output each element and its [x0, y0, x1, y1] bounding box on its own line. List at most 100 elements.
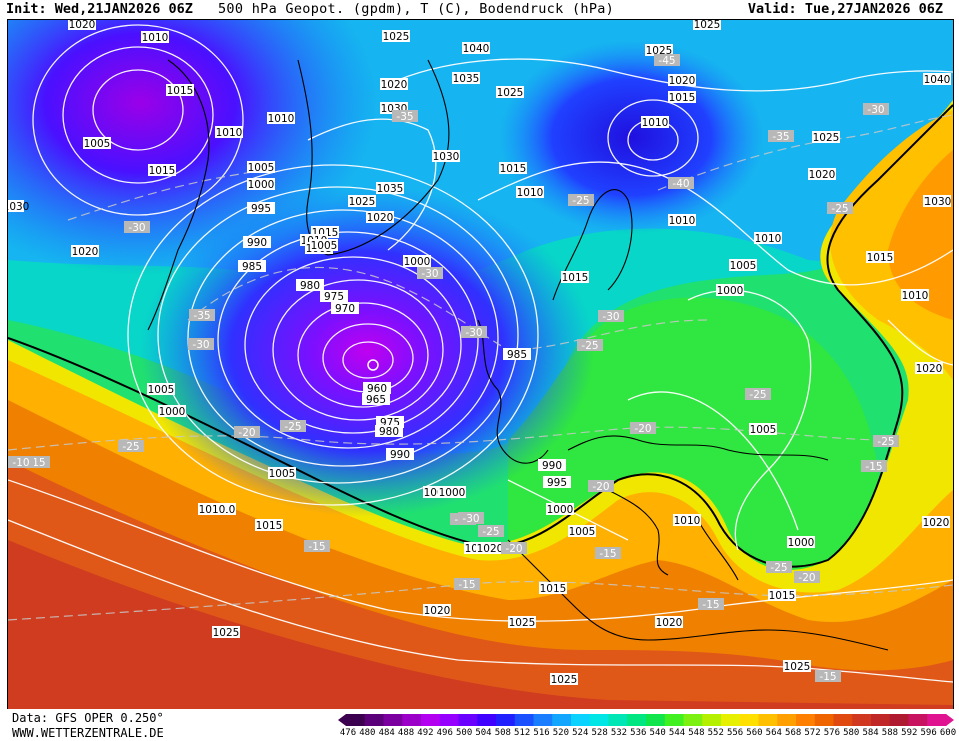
- pressure-label: 1040: [923, 73, 951, 86]
- temperature-label: -25: [827, 202, 853, 215]
- svg-text:1030: 1030: [8, 201, 29, 213]
- svg-text:-30: -30: [128, 222, 145, 234]
- svg-text:-25: -25: [284, 421, 301, 433]
- scale-tick-label: 480: [359, 728, 376, 738]
- svg-text:1020: 1020: [69, 20, 96, 31]
- scale-swatch: [777, 714, 797, 726]
- svg-text:-25: -25: [770, 562, 787, 574]
- scale-tick-label: 532: [610, 728, 628, 738]
- pressure-label: 1015: [561, 271, 589, 284]
- scale-tick-label: 572: [804, 728, 821, 738]
- svg-text:1025: 1025: [551, 674, 578, 686]
- scale-tick-label: 576: [823, 728, 840, 738]
- map-title: 500 hPa Geopot. (gpdm), T (C), Bodendruc…: [218, 1, 615, 17]
- scale-swatch: [814, 714, 834, 726]
- svg-text:-25: -25: [572, 195, 589, 207]
- temperature-label: -15: [454, 578, 480, 591]
- svg-text:-25: -25: [749, 389, 766, 401]
- temperature-label: -15: [304, 540, 330, 553]
- temperature-label: -30: [124, 221, 150, 234]
- scale-left-arrow: [338, 714, 346, 726]
- temperature-label: -30: [863, 103, 889, 116]
- svg-text:985: 985: [507, 349, 527, 361]
- temperature-label: -20: [630, 422, 656, 435]
- temperature-label: -20: [234, 426, 260, 439]
- svg-text:1000: 1000: [439, 487, 466, 499]
- svg-text:1015: 1015: [669, 92, 696, 104]
- svg-text:995: 995: [547, 477, 567, 489]
- svg-text:1010: 1010: [216, 127, 243, 139]
- temperature-label: -30: [461, 326, 487, 339]
- scale-tick-label: 600: [939, 728, 957, 738]
- scale-swatch: [871, 714, 891, 726]
- scale-swatch: [927, 714, 947, 726]
- temperature-label: -20: [794, 571, 820, 584]
- pressure-label: 1025: [783, 660, 811, 673]
- scale-swatch: [683, 714, 703, 726]
- pressure-label: 985: [503, 348, 531, 361]
- pressure-label: 1030: [8, 200, 29, 213]
- temperature-label-layer: -45 -35 -30 -35 -40 -30 -25 -35 -30 -30 …: [8, 54, 899, 683]
- temperature-label: -15: [815, 670, 841, 683]
- temperature-label: -25: [745, 388, 771, 401]
- svg-text:1015: 1015: [562, 272, 589, 284]
- pressure-label: 1010: [267, 112, 295, 125]
- svg-text:1000: 1000: [788, 537, 815, 549]
- temperature-label: -15: [861, 460, 887, 473]
- scale-swatch: [796, 714, 816, 726]
- svg-text:990: 990: [542, 460, 562, 472]
- svg-text:1000: 1000: [159, 406, 186, 418]
- pressure-label: 985: [238, 260, 266, 273]
- scale-tick-label: 536: [630, 728, 647, 738]
- scale-tick-label: 568: [785, 728, 802, 738]
- svg-text:-35: -35: [193, 310, 210, 322]
- scale-swatch: [739, 714, 759, 726]
- pressure-label: 1025: [212, 626, 240, 639]
- scale-swatch: [402, 714, 422, 726]
- svg-text:1010: 1010: [142, 32, 169, 44]
- svg-text:-25: -25: [122, 441, 139, 453]
- line-552: [8, 104, 953, 568]
- scale-swatch: [439, 714, 459, 726]
- temperature-label: -30: [598, 310, 624, 323]
- pressure-label: 1000: [158, 405, 186, 418]
- svg-text:1010: 1010: [674, 515, 701, 527]
- svg-text:1010: 1010: [902, 290, 929, 302]
- pressure-label: 1020: [915, 362, 943, 375]
- scale-swatch: [533, 714, 553, 726]
- svg-text:-25: -25: [581, 340, 598, 352]
- scale-swatch: [514, 714, 534, 726]
- weather-map: 1010 1025 1040 1025 1020 1005 1010 1020 …: [7, 19, 954, 711]
- pressure-label: 1035: [376, 182, 404, 195]
- svg-text:1025: 1025: [813, 132, 840, 144]
- temperature-label: -25: [766, 561, 792, 574]
- svg-text:-25: -25: [482, 526, 499, 538]
- pressure-label: 1015: [866, 251, 894, 264]
- svg-text:-15: -15: [458, 579, 475, 591]
- temperature-label: -30: [417, 267, 443, 280]
- pressure-label: 1000: [403, 255, 431, 268]
- scale-swatch: [552, 714, 572, 726]
- svg-text:-25: -25: [831, 203, 848, 215]
- svg-text:-35: -35: [772, 131, 789, 143]
- scale-swatch: [908, 714, 928, 726]
- pressure-label: 1030: [432, 150, 460, 163]
- temperature-label: -20: [501, 542, 527, 555]
- temperature-label: -45: [654, 54, 680, 67]
- svg-text:1000: 1000: [547, 504, 574, 516]
- svg-text:1005: 1005: [750, 424, 777, 436]
- pressure-label: 1005: [749, 423, 777, 436]
- svg-text:-10: -10: [12, 457, 29, 469]
- scale-tick-label: 564: [765, 728, 782, 738]
- scale-swatch: [364, 714, 384, 726]
- init-time: Init: Wed,21JAN2026 06Z: [6, 1, 193, 17]
- svg-text:975: 975: [324, 291, 344, 303]
- pressure-label: 1015: [166, 84, 194, 97]
- svg-text:-40: -40: [672, 178, 689, 190]
- pressure-label: 1020: [366, 211, 394, 224]
- pressure-label: 1015: [255, 519, 283, 532]
- temperature-label: -25: [478, 525, 504, 538]
- temperature-label: -25: [577, 339, 603, 352]
- svg-text:1015: 1015: [540, 583, 567, 595]
- svg-text:1025: 1025: [509, 617, 536, 629]
